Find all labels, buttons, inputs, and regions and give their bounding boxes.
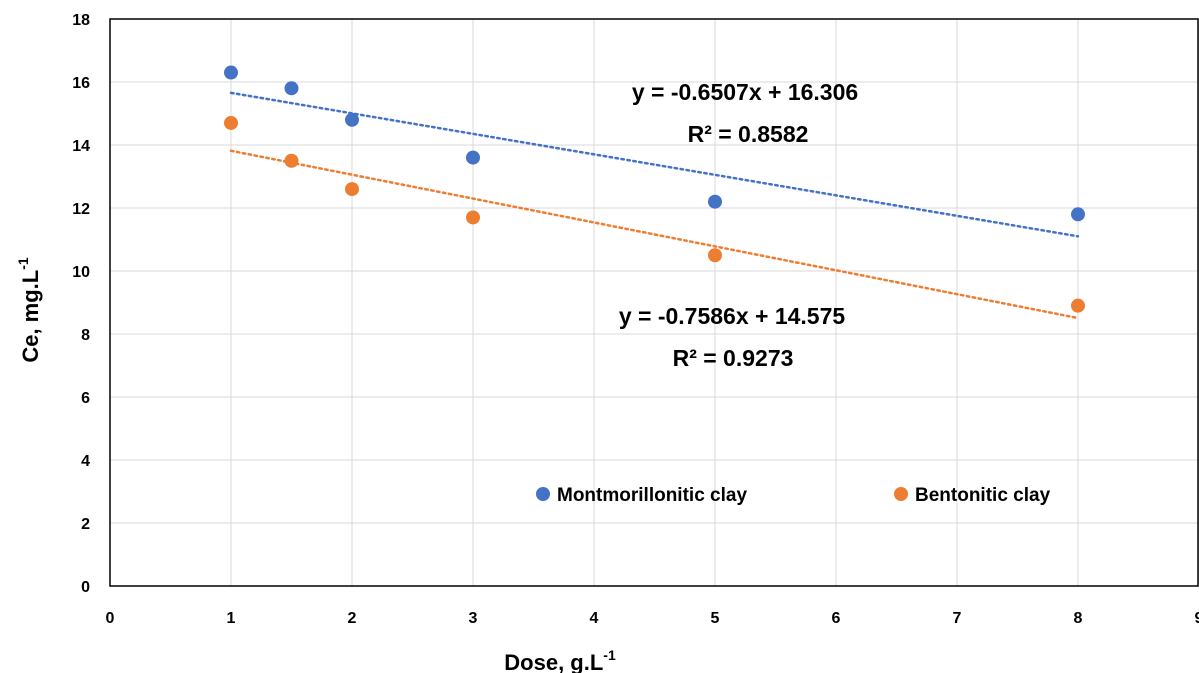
y-tick-label: 6 [81,390,90,407]
legend-marker-montmorillonitic [536,487,550,501]
y-tick-label: 18 [72,12,90,29]
data-point-bentonitic [466,210,480,225]
x-axis-title-text: Dose, g.L [504,650,603,673]
x-axis-title: Dose, g.L-1 [504,647,616,673]
trendline-equation-bentonitic: y = -0.7586x + 14.575 [619,303,846,329]
data-point-bentonitic [284,153,299,168]
x-tick-label: 0 [106,610,115,627]
trendlines [229,91,1080,320]
y-axis-title-text: Ce, mg.L [18,270,43,363]
data-point-bentonitic [1071,298,1085,313]
y-tick-label: 10 [72,264,90,281]
trendline-montmorillonitic [229,91,1080,238]
axis-tick-labels: 0123456789024681012141618 [72,12,1199,627]
data-point-montmorillonitic [708,194,722,209]
x-tick-label: 8 [1074,610,1083,627]
y-tick-label: 14 [72,138,90,155]
data-point-montmorillonitic [345,112,359,127]
x-tick-label: 7 [953,610,962,627]
trendline-r2-montmorillonitic: R² = 0.8582 [688,121,809,147]
y-axis-title: Ce, mg.L-1 [15,257,43,363]
y-tick-label: 0 [81,579,90,596]
x-tick-label: 5 [711,610,720,627]
x-tick-label: 2 [348,610,357,627]
y-axis-title-superscript: -1 [15,257,31,270]
x-tick-label: 4 [590,610,599,627]
legend-label-bentonitic: Bentonitic clay [915,485,1051,506]
gridlines [109,18,1199,587]
data-point-bentonitic [224,115,238,130]
data-point-bentonitic [345,182,359,197]
legend-label-montmorillonitic: Montmorillonitic clay [557,485,747,506]
x-tick-label: 1 [227,610,236,627]
x-tick-label: 6 [832,610,841,627]
x-tick-label: 3 [469,610,478,627]
data-point-montmorillonitic [224,65,238,80]
data-point-montmorillonitic [1071,207,1085,222]
legend-marker-bentonitic [894,487,908,501]
y-tick-label: 16 [72,75,90,92]
plot-area-border [109,18,1199,587]
trendline-bentonitic [229,149,1080,320]
x-tick-label: 9 [1195,610,1199,627]
y-tick-label: 12 [72,201,90,218]
y-tick-label: 4 [81,453,90,470]
legend: Montmorillonitic clay Bentonitic clay [536,485,1051,506]
data-point-bentonitic [708,248,722,263]
trendline-r2-bentonitic: R² = 0.9273 [673,345,794,371]
y-tick-label: 8 [81,327,90,344]
data-points [224,65,1085,313]
x-axis-title-superscript: -1 [603,647,616,663]
data-point-montmorillonitic [284,81,299,96]
data-point-montmorillonitic [466,150,480,165]
y-tick-label: 2 [81,516,90,533]
trendline-equation-montmorillonitic: y = -0.6507x + 16.306 [632,79,858,105]
